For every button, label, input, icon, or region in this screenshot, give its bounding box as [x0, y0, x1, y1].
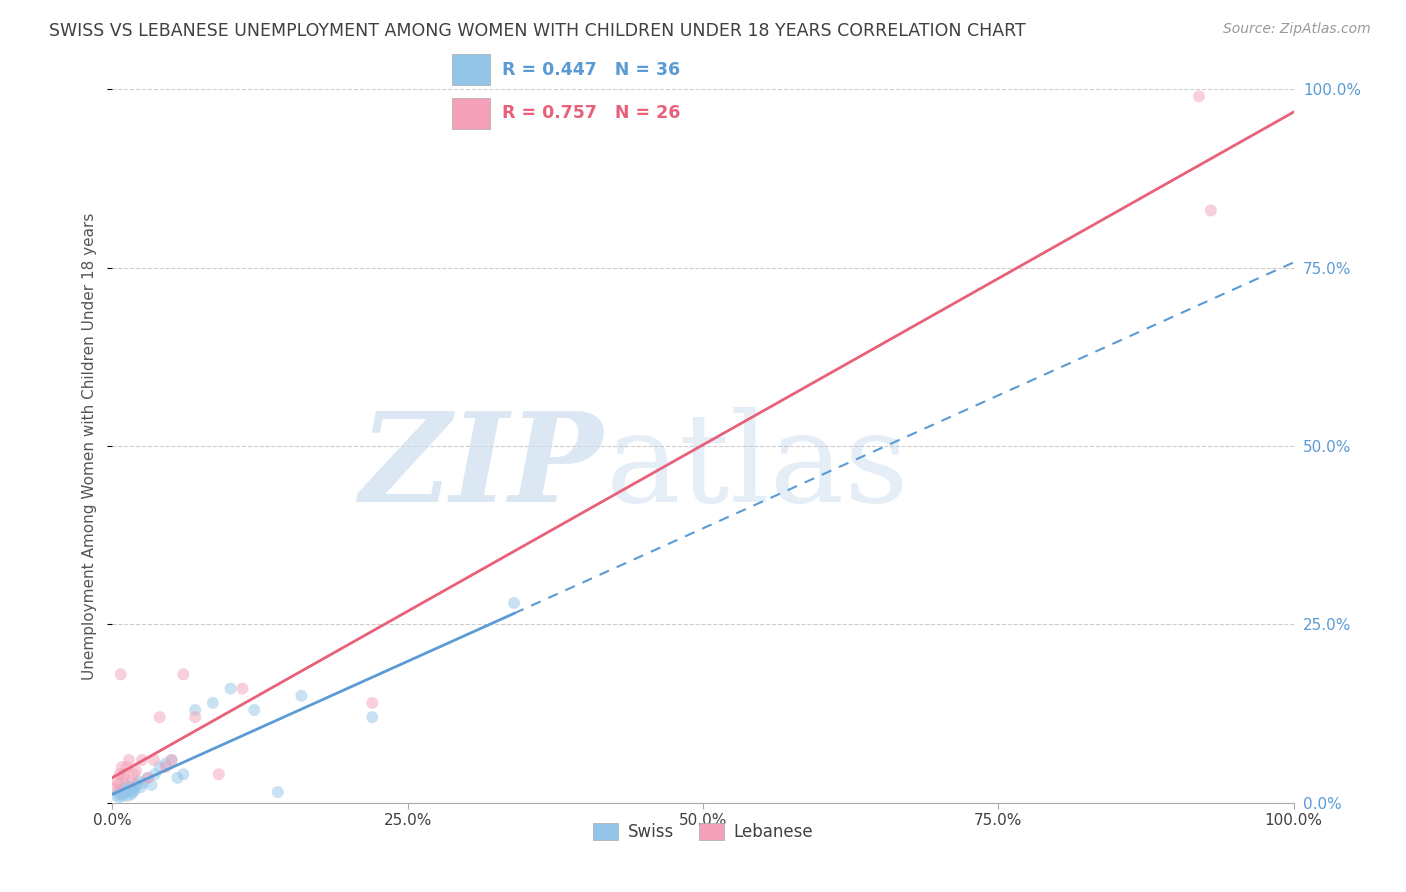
Point: [125, 778, 148, 792]
Point: [219, 681, 242, 696]
Point: [132, 776, 155, 790]
Text: SWISS VS LEBANESE UNEMPLOYMENT AMONG WOMEN WITH CHILDREN UNDER 18 YEARS CORRELAT: SWISS VS LEBANESE UNEMPLOYMENT AMONG WOM…: [49, 22, 1026, 40]
Bar: [451, 98, 491, 129]
Point: [166, 771, 188, 785]
Point: [160, 753, 183, 767]
Point: [201, 696, 224, 710]
Point: [122, 781, 145, 796]
Point: [160, 753, 183, 767]
Point: [108, 767, 131, 781]
Point: [112, 771, 135, 785]
Text: R = 0.447   N = 36: R = 0.447 N = 36: [502, 61, 681, 78]
Point: [136, 771, 159, 785]
Point: [118, 783, 141, 797]
Point: [143, 767, 166, 781]
Bar: [451, 54, 491, 85]
Point: [110, 787, 132, 801]
Point: [112, 789, 135, 803]
Point: [120, 780, 142, 794]
Point: [1188, 89, 1211, 103]
Point: [142, 753, 165, 767]
Point: [361, 710, 384, 724]
Point: [290, 689, 312, 703]
Point: [361, 696, 384, 710]
Point: [107, 778, 129, 792]
Point: [184, 710, 207, 724]
Point: [131, 753, 153, 767]
Point: [1199, 203, 1222, 218]
Point: [121, 785, 143, 799]
Point: [117, 789, 139, 803]
Point: [503, 596, 526, 610]
Point: [108, 790, 131, 805]
Text: atlas: atlas: [606, 407, 910, 528]
Point: [136, 771, 159, 785]
Point: [118, 753, 141, 767]
Point: [172, 767, 194, 781]
Y-axis label: Unemployment Among Women with Children Under 18 years: Unemployment Among Women with Children U…: [82, 212, 97, 680]
Point: [149, 710, 172, 724]
Text: R = 0.757   N = 26: R = 0.757 N = 26: [502, 104, 681, 122]
Point: [114, 785, 136, 799]
Point: [111, 760, 134, 774]
Text: Source: ZipAtlas.com: Source: ZipAtlas.com: [1223, 22, 1371, 37]
Point: [120, 774, 142, 789]
Point: [149, 760, 172, 774]
Point: [208, 767, 231, 781]
Point: [184, 703, 207, 717]
Point: [155, 760, 177, 774]
Point: [112, 781, 135, 796]
Point: [155, 756, 177, 771]
Point: [129, 780, 152, 794]
Point: [124, 783, 146, 797]
Point: [112, 767, 135, 781]
Point: [172, 667, 194, 681]
Point: [141, 778, 163, 792]
Point: [115, 760, 138, 774]
Point: [104, 781, 127, 796]
Point: [120, 787, 142, 801]
Point: [127, 774, 149, 789]
Text: ZIP: ZIP: [359, 407, 603, 528]
Point: [111, 783, 134, 797]
Point: [107, 785, 129, 799]
Point: [115, 778, 138, 792]
Point: [105, 774, 128, 789]
Point: [267, 785, 290, 799]
Point: [243, 703, 266, 717]
Point: [122, 767, 145, 781]
Point: [110, 667, 132, 681]
Point: [231, 681, 253, 696]
Legend: Swiss, Lebanese: Swiss, Lebanese: [586, 816, 820, 848]
Point: [105, 789, 128, 803]
Point: [125, 764, 148, 778]
